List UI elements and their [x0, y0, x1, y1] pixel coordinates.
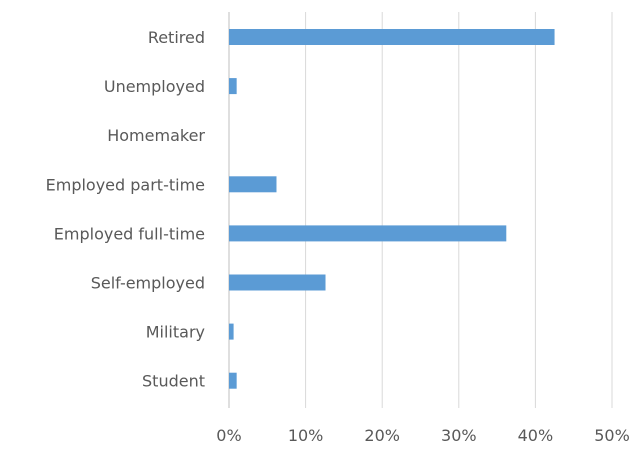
category-labels: Retired Unemployed Homemaker Employed part-…: [46, 28, 206, 391]
x-tick-label: 20%: [364, 426, 400, 445]
category-label: Employed part-time: [46, 175, 205, 194]
bar: [229, 225, 507, 242]
category-label: Military: [146, 323, 205, 342]
category-label: Self-employed: [91, 274, 205, 293]
x-tick-label: 0%: [216, 426, 241, 445]
x-axis-tick-labels: 0% 10% 20% 30% 40% 50%: [216, 426, 629, 445]
bars: [229, 29, 555, 389]
x-tick-label: 30%: [441, 426, 477, 445]
bar: [229, 176, 277, 193]
category-label: Unemployed: [104, 77, 205, 96]
x-tick-label: 40%: [518, 426, 554, 445]
bar: [229, 372, 237, 389]
x-tick-label: 50%: [594, 426, 630, 445]
category-label: Student: [142, 372, 205, 391]
gridlines: [228, 12, 613, 408]
category-label: Employed full-time: [54, 224, 205, 243]
bar: [229, 29, 555, 45]
category-label: Retired: [148, 28, 205, 47]
bar: [229, 78, 237, 95]
category-label: Homemaker: [107, 126, 205, 145]
bar: [229, 274, 326, 291]
x-tick-label: 10%: [288, 426, 324, 445]
bar: [229, 323, 234, 340]
